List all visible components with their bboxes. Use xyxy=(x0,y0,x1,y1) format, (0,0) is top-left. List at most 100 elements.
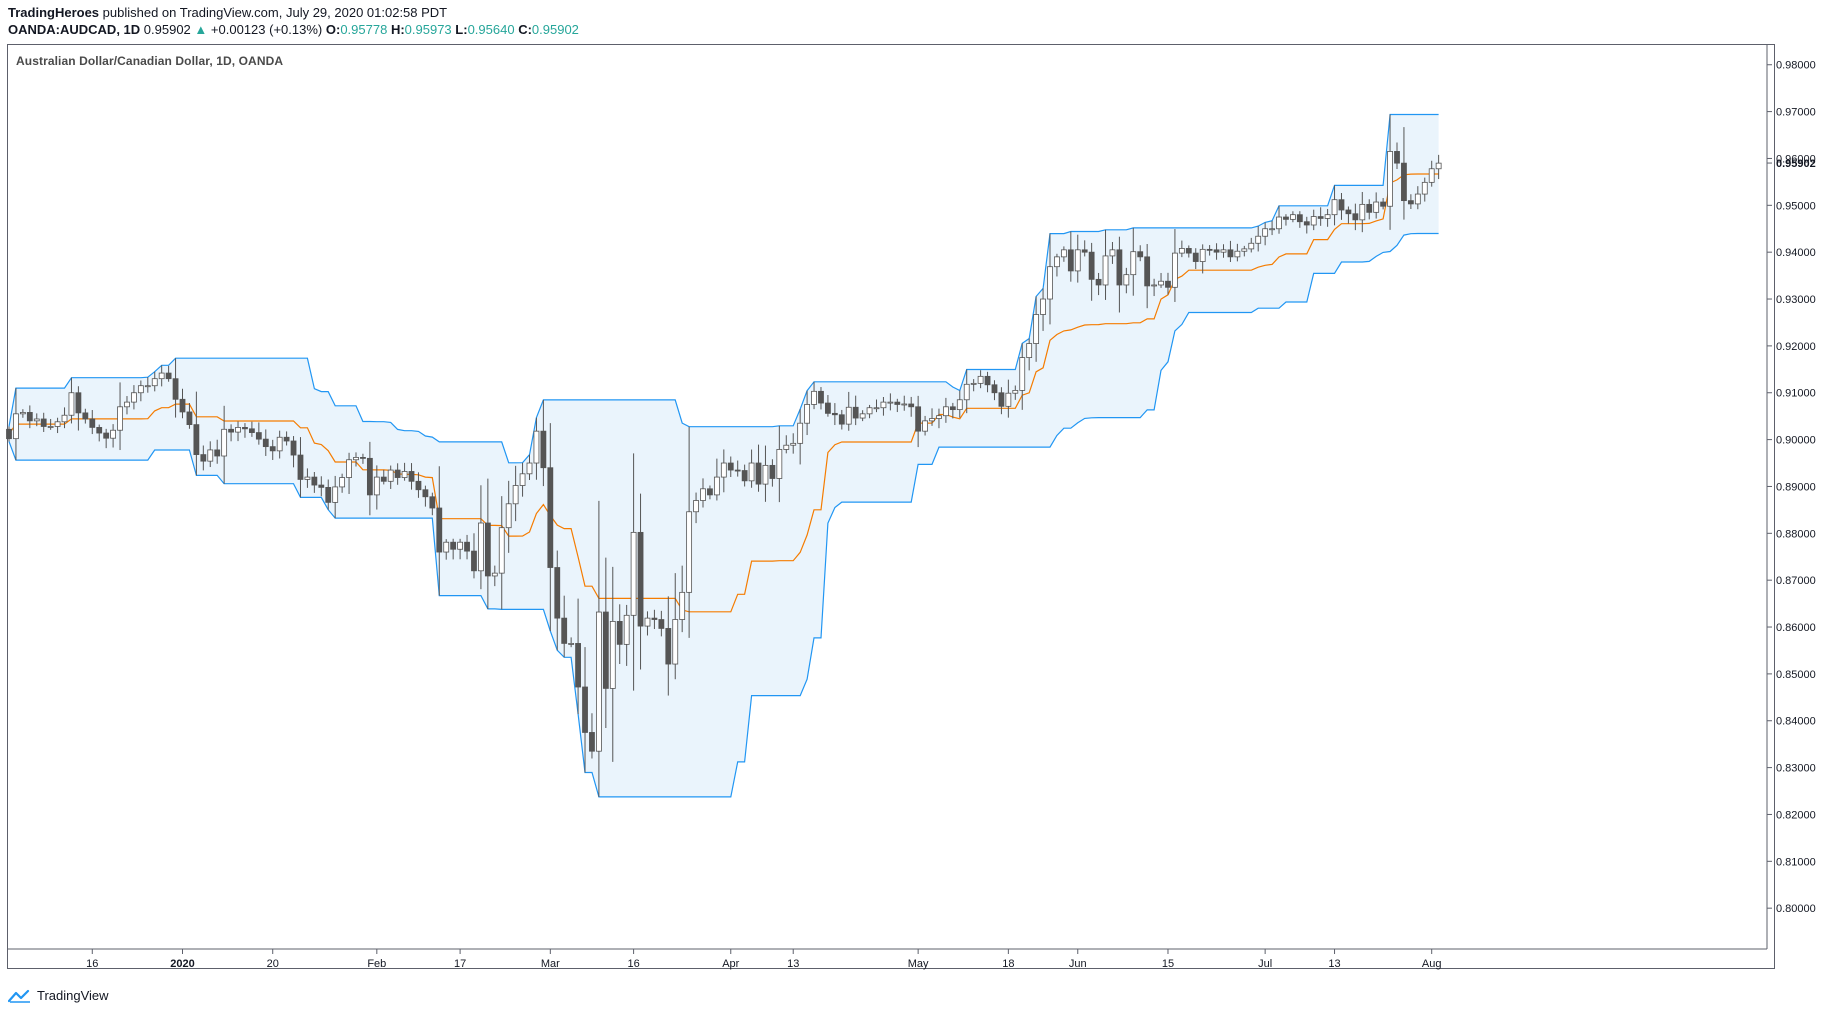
candle xyxy=(873,407,880,410)
candle xyxy=(589,732,595,752)
candle xyxy=(1255,235,1262,244)
upper-band-line xyxy=(8,113,1439,464)
candle xyxy=(1012,389,1019,394)
price-tick-label: 0.94000 xyxy=(1776,247,1816,259)
candle xyxy=(1303,221,1310,226)
candle xyxy=(700,488,706,501)
candle xyxy=(1269,228,1275,231)
candle xyxy=(457,541,464,550)
price-tick-label: 0.83000 xyxy=(1776,763,1816,775)
candle xyxy=(373,476,380,496)
price-tick-label: 0.92000 xyxy=(1776,341,1816,353)
candle xyxy=(1005,392,1012,407)
candle xyxy=(235,427,241,433)
candle xyxy=(172,378,179,400)
up-arrow-icon: ▲ xyxy=(194,22,208,37)
candle xyxy=(1158,280,1164,286)
candle xyxy=(1345,209,1352,215)
candle xyxy=(616,621,623,645)
footer-brand[interactable]: TradingView xyxy=(37,988,109,1003)
low-label: L: xyxy=(455,22,468,37)
candle xyxy=(658,619,665,629)
candle xyxy=(1338,199,1345,211)
open-value: 0.95778 xyxy=(340,22,388,37)
candle xyxy=(131,392,137,403)
candle xyxy=(831,412,838,416)
candle xyxy=(290,440,297,456)
candle xyxy=(1172,252,1178,288)
candle xyxy=(1380,201,1387,207)
candle xyxy=(408,471,415,482)
candle xyxy=(339,477,346,488)
candle xyxy=(1435,162,1442,170)
candle xyxy=(672,619,679,665)
close-label: C: xyxy=(518,22,532,37)
low-value: 0.95640 xyxy=(467,22,515,37)
candle xyxy=(401,471,408,478)
candle xyxy=(137,385,144,394)
candle xyxy=(1095,278,1102,286)
time-tick-label: Apr xyxy=(722,958,739,970)
candle xyxy=(540,430,547,469)
middle-band-line xyxy=(8,173,1439,613)
candle xyxy=(963,383,970,401)
candle xyxy=(956,399,963,411)
symbol-name: OANDA:AUDCAD, 1D xyxy=(8,22,141,37)
candle xyxy=(464,541,470,552)
candle xyxy=(901,403,908,406)
price-tick-label: 0.87000 xyxy=(1776,575,1816,587)
candle xyxy=(1428,168,1435,183)
candle xyxy=(179,398,186,413)
candle xyxy=(200,454,207,462)
candle xyxy=(193,424,200,455)
time-tick-label: 13 xyxy=(787,958,799,970)
price-tick-label: 0.88000 xyxy=(1776,528,1816,540)
candle xyxy=(1178,248,1185,254)
high-label: H: xyxy=(390,22,405,37)
candle xyxy=(124,401,130,408)
candle xyxy=(845,406,852,425)
candle xyxy=(1227,249,1234,258)
candle xyxy=(637,531,644,627)
candle xyxy=(630,531,637,616)
candle xyxy=(943,406,949,417)
candle xyxy=(783,444,790,450)
candle xyxy=(429,496,436,509)
candle xyxy=(1331,199,1338,216)
candle xyxy=(19,412,26,415)
candle xyxy=(866,407,873,415)
candle xyxy=(1137,251,1144,258)
candle xyxy=(880,401,887,409)
candle xyxy=(720,462,727,478)
last-price: 0.95902 xyxy=(143,22,191,37)
candle xyxy=(1102,255,1109,286)
candle xyxy=(1407,200,1414,205)
candle xyxy=(144,385,151,388)
chart-frame[interactable] xyxy=(7,44,1775,969)
candle xyxy=(13,413,19,440)
candle xyxy=(332,486,339,503)
candle xyxy=(478,522,484,572)
time-tick-label: 20 xyxy=(267,958,279,970)
candle xyxy=(1199,248,1206,262)
price-tick-label: 0.98000 xyxy=(1776,60,1816,72)
candle xyxy=(415,480,422,491)
candle xyxy=(1262,228,1269,237)
candle xyxy=(450,541,457,550)
candle xyxy=(575,643,581,688)
candle xyxy=(297,454,304,480)
candle xyxy=(1366,203,1373,213)
candle xyxy=(519,473,526,486)
candle xyxy=(353,457,359,461)
time-tick-label: Feb xyxy=(367,958,386,970)
candle xyxy=(686,511,693,593)
candle xyxy=(1130,251,1137,276)
candle xyxy=(1165,280,1171,288)
candle xyxy=(484,522,491,577)
candle xyxy=(117,406,123,431)
candle xyxy=(1040,298,1046,315)
candle xyxy=(582,686,588,733)
candle xyxy=(47,426,54,428)
candle xyxy=(311,476,318,486)
